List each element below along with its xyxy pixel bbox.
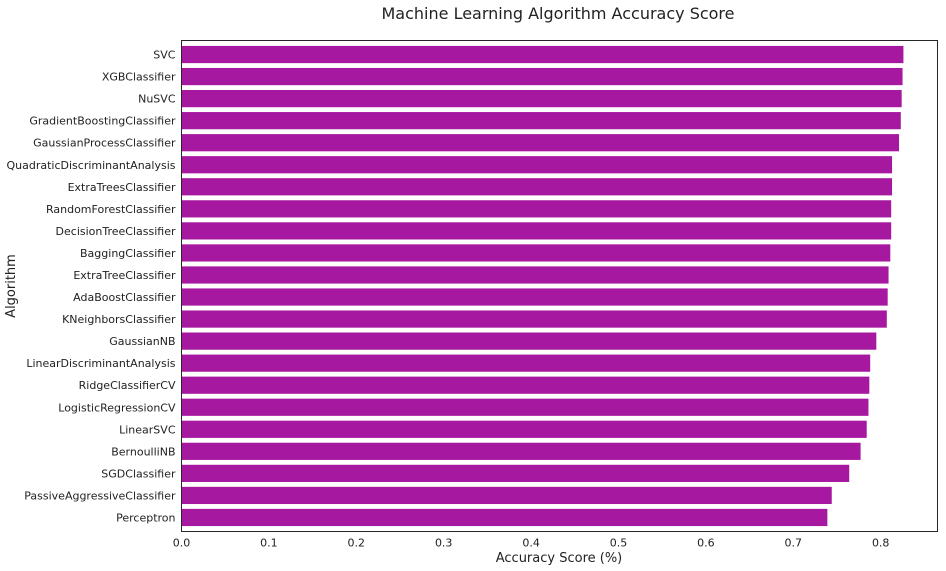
x-tick-label: 0.2 (348, 537, 366, 550)
y-tick-label: GaussianProcessClassifier (33, 137, 176, 150)
y-tick-label: SGDClassifier (101, 467, 176, 480)
y-tick-label: ExtraTreeClassifier (73, 269, 176, 282)
y-tick-label: NuSVC (138, 93, 176, 106)
y-tick-label: PassiveAggressiveClassifier (24, 489, 176, 502)
y-tick-label: DecisionTreeClassifier (56, 225, 176, 238)
y-tick-label: LinearDiscriminantAnalysis (26, 357, 175, 370)
bar-GradientBoostingClassifier (181, 112, 901, 130)
y-tick-label: AdaBoostClassifier (73, 291, 176, 304)
chart-title: Machine Learning Algorithm Accuracy Scor… (382, 4, 735, 23)
y-tick-label: Perceptron (116, 511, 175, 524)
bar-ExtraTreesClassifier (181, 178, 893, 196)
y-tick-label: LogisticRegressionCV (58, 401, 176, 414)
bar-LinearDiscriminantAnalysis (181, 354, 871, 372)
bar-XGBClassifier (181, 67, 903, 86)
y-tick-label: BernoulliNB (111, 445, 175, 458)
bar-NuSVC (181, 90, 902, 108)
bar-BaggingClassifier (181, 244, 891, 262)
bar-PassiveAggressiveClassifier (181, 486, 832, 505)
bar-LinearSVC (181, 420, 867, 438)
y-tick-label: GaussianNB (109, 335, 175, 348)
x-tick-label: 0.1 (260, 537, 278, 550)
bar-QuadraticDiscriminantAnalysis (181, 156, 893, 174)
x-tick-labels: 0.0 0.1 0.2 0.3 0.4 0.5 0.6 0.7 0.8 (173, 537, 890, 550)
bar-LogisticRegressionCV (181, 398, 869, 416)
y-tick-label: RidgeClassifierCV (79, 379, 176, 392)
y-tick-label: ExtraTreesClassifier (68, 181, 176, 194)
y-tick-label: KNeighborsClassifier (62, 313, 176, 326)
bar-AdaBoostClassifier (181, 288, 888, 306)
plot-frame (181, 40, 938, 532)
bars-group (181, 45, 904, 527)
y-tick-label: GradientBoostingClassifier (29, 115, 176, 128)
x-tick-label: 0.0 (173, 537, 191, 550)
y-tick-label: RandomForestClassifier (46, 203, 176, 216)
y-tick-labels: SVC XGBClassifier NuSVC GradientBoostingCla… (6, 49, 175, 525)
bar-SVC (181, 45, 904, 64)
y-tick-label: XGBClassifier (102, 71, 176, 84)
bar-RandomForestClassifier (181, 200, 892, 218)
y-axis-label: Algorithm (4, 254, 19, 318)
x-tick-label: 0.8 (872, 537, 890, 550)
bar-ExtraTreeClassifier (181, 266, 889, 284)
bar-Perceptron (181, 508, 828, 527)
x-tick-label: 0.3 (435, 537, 453, 550)
x-tick-label: 0.7 (785, 537, 803, 550)
x-axis-label: Accuracy Score (%) (496, 551, 623, 566)
bar-GaussianNB (181, 332, 877, 350)
bar-KNeighborsClassifier (181, 310, 887, 328)
y-tick-label: LinearSVC (119, 423, 176, 436)
bar-BernoulliNB (181, 442, 861, 460)
bar-GaussianProcessClassifier (181, 134, 900, 152)
x-tick-label: 0.6 (697, 537, 715, 550)
bar-SGDClassifier (181, 464, 850, 482)
bar-RidgeClassifierCV (181, 376, 870, 394)
y-tick-label: BaggingClassifier (80, 247, 176, 260)
x-tick-label: 0.4 (522, 537, 540, 550)
y-tick-label: SVC (153, 49, 176, 62)
y-tick-label: QuadraticDiscriminantAnalysis (6, 159, 175, 172)
bar-DecisionTreeClassifier (181, 222, 892, 240)
x-tick-label: 0.5 (610, 537, 628, 550)
